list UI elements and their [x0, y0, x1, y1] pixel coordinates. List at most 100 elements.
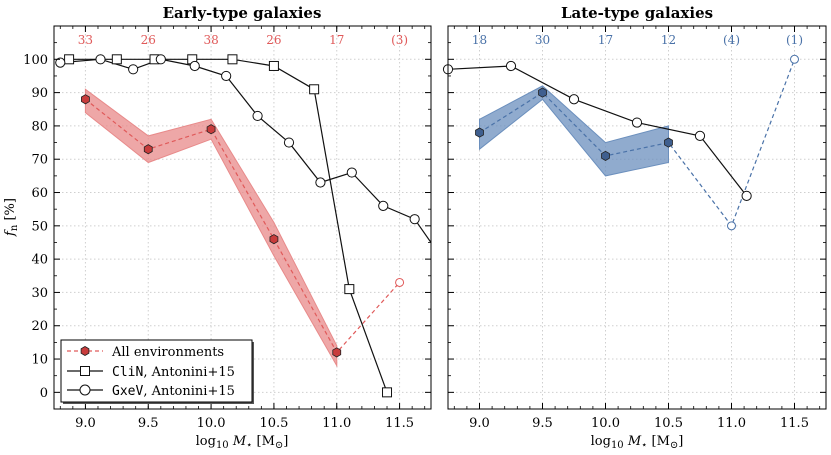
- count-label-late: 17: [598, 33, 613, 47]
- gxev-point-early: [346, 167, 357, 178]
- counts-late: 18 30 17 12 (4) (1): [472, 33, 803, 47]
- panel-early-type: Early-type galaxies 33 26 38 26 17 (3) 9.0 9.5…: [3, 4, 432, 451]
- count-label-late: (4): [723, 33, 740, 47]
- gxev-point-early: [315, 177, 326, 188]
- x-tick-label-late: 10.0: [591, 416, 620, 431]
- gxev-point-early: [409, 214, 420, 225]
- x-tick-label-early: 9.0: [75, 416, 96, 431]
- gxev-point-late: [631, 117, 643, 128]
- gxev-point-early: [55, 57, 66, 68]
- gxev-point-early: [283, 137, 295, 148]
- all-environments-open-point-early: [395, 277, 405, 287]
- legend-label-gxev-rest: , Antonini+15: [143, 384, 235, 399]
- all-environments-line-early: [85, 98, 401, 354]
- all-environments-point-early: [206, 124, 216, 135]
- x-tick-label-early: 10.5: [259, 416, 288, 431]
- gxev-point-early: [221, 70, 232, 82]
- all-environments-open-point-late: [790, 54, 799, 64]
- markers-early: [55, 54, 420, 398]
- all-environments-point-early: [269, 234, 279, 245]
- x-tick-label-late: 9.0: [469, 416, 490, 431]
- y-tick-label: 100: [23, 53, 48, 68]
- legend-label-clin: CliN, Antonini+15: [112, 365, 235, 380]
- all-environments-point-late: [475, 127, 484, 138]
- legend: All environments CliN, Antonini+15 GxeV,…: [60, 339, 254, 404]
- y-tick-label: 90: [31, 86, 48, 101]
- legend-label-clin-code: CliN: [112, 365, 143, 380]
- bands-early: [84, 88, 338, 368]
- lines-late: [448, 59, 796, 228]
- y-tick-label: 80: [31, 119, 48, 134]
- gxev-point-early: [189, 60, 200, 72]
- y-tick-label: 0: [40, 386, 48, 401]
- gxev-point-early: [155, 54, 166, 65]
- legend-entry-clin: CliN, Antonini+15: [67, 365, 235, 380]
- legend-label-gxev-code: GxeV: [112, 384, 143, 399]
- panel-title-early: Early-type galaxies: [163, 4, 322, 22]
- gxev-point-early: [378, 200, 389, 211]
- clin-point-early: [309, 84, 320, 95]
- x-tick-label-late: 11.0: [717, 416, 746, 431]
- gxev-point-early: [252, 110, 263, 122]
- all-environments-point-late: [538, 87, 547, 98]
- x-tick-label-early: 9.5: [138, 416, 159, 431]
- clin-point-early: [268, 60, 279, 71]
- y-tick-label: 10: [31, 353, 48, 368]
- x-tick-label-late: 10.5: [654, 416, 683, 431]
- legend-square-marker: [80, 366, 90, 376]
- confidence-band-late: [479, 85, 669, 177]
- grid-late: [448, 26, 826, 409]
- gxev-point-late: [741, 190, 752, 201]
- legend-circle-marker: [79, 384, 91, 396]
- all-environments-line-late: [479, 59, 796, 228]
- gxev-line-early: [60, 58, 431, 243]
- axes-frame-late: [447, 25, 827, 410]
- x-tick-label-early: 11.0: [322, 416, 351, 431]
- legend-hexagon-marker: [80, 346, 90, 356]
- all-environments-point-early: [81, 94, 90, 105]
- count-label-early: 38: [203, 33, 218, 47]
- x-tick-label-late: 11.5: [780, 416, 809, 431]
- count-label-early: 17: [329, 33, 344, 47]
- x-tick-label-early: 11.5: [385, 416, 414, 431]
- y-tick-label: 50: [31, 219, 48, 234]
- legend-label-all-environments: All environments: [111, 345, 224, 360]
- all-environments-point-early: [332, 347, 342, 358]
- count-label-late: 18: [472, 33, 487, 47]
- gxev-point-late: [694, 130, 706, 142]
- count-label-early: 26: [266, 33, 281, 47]
- y-tick-label: 70: [31, 153, 48, 168]
- count-label-late: 30: [535, 33, 550, 47]
- confidence-band-early: [84, 88, 338, 368]
- gxev-point-early: [128, 64, 139, 75]
- gxev-point-early: [95, 54, 106, 65]
- y-tick-label: 40: [31, 253, 48, 268]
- ticks-late: 9.0 9.5 10.0 10.5 11.0 11.5: [448, 26, 826, 431]
- x-axis-label-late: log10 M⋆ [M⊙]: [591, 434, 684, 451]
- legend-entry-all-environments: All environments: [67, 345, 224, 360]
- gxev-point-late: [505, 60, 517, 72]
- x-tick-label-late: 9.5: [532, 416, 553, 431]
- count-label-late: (1): [786, 33, 803, 47]
- count-label-early: (3): [391, 33, 408, 47]
- count-label-late: 12: [661, 33, 676, 47]
- counts-early: 33 26 38 26 17 (3): [78, 33, 408, 47]
- count-label-early: 33: [78, 33, 93, 47]
- legend-entry-gxev: GxeV, Antonini+15: [67, 384, 235, 399]
- legend-label-clin-rest: , Antonini+15: [143, 365, 235, 380]
- all-environments-point-late: [664, 137, 673, 148]
- y-tick-label: 30: [31, 286, 48, 301]
- panel-title-late: Late-type galaxies: [561, 4, 713, 22]
- count-label-early: 26: [141, 33, 156, 47]
- y-tick-label: 60: [31, 186, 48, 201]
- all-environments-point-early: [143, 144, 153, 155]
- x-axis-label-early: log10 M⋆ [M⊙]: [196, 434, 289, 451]
- all-environments-open-point-late: [727, 221, 736, 231]
- gxev-line-late: [448, 65, 748, 197]
- clin-point-early: [111, 54, 122, 65]
- y-tick-label: 20: [31, 319, 48, 334]
- legend-label-gxev: GxeV, Antonini+15: [112, 384, 235, 399]
- axes-frame-early: [53, 25, 432, 410]
- all-environments-point-late: [601, 150, 610, 161]
